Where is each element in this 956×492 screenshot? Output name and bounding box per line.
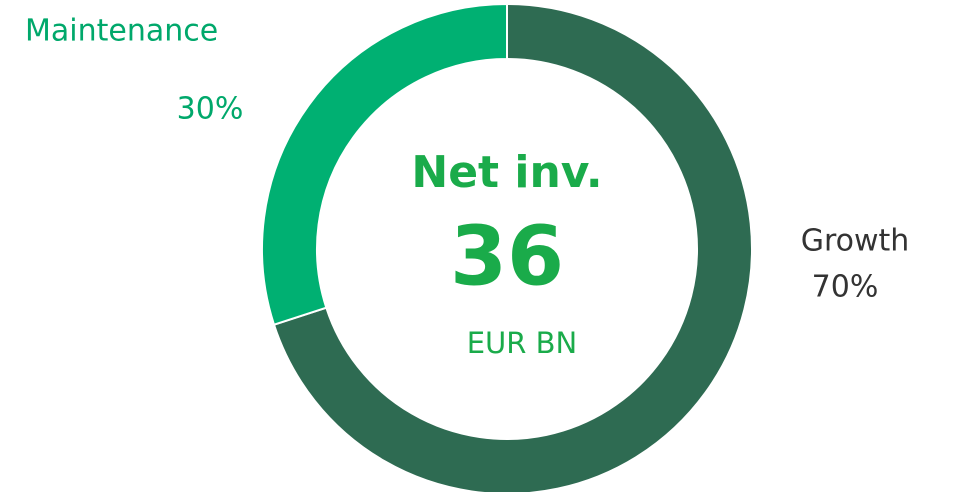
donut — [261, 2, 753, 492]
slice — [272, 2, 753, 492]
value-label: 30% — [177, 92, 244, 127]
center-title: Net inv. — [411, 147, 602, 198]
slice — [261, 2, 508, 326]
category-label: Growth — [801, 224, 910, 259]
category-label: Maintenance — [25, 14, 218, 49]
center-value: 36 — [450, 209, 564, 304]
value-label: 70% — [812, 270, 879, 305]
center-unit: EUR BN — [467, 326, 578, 360]
